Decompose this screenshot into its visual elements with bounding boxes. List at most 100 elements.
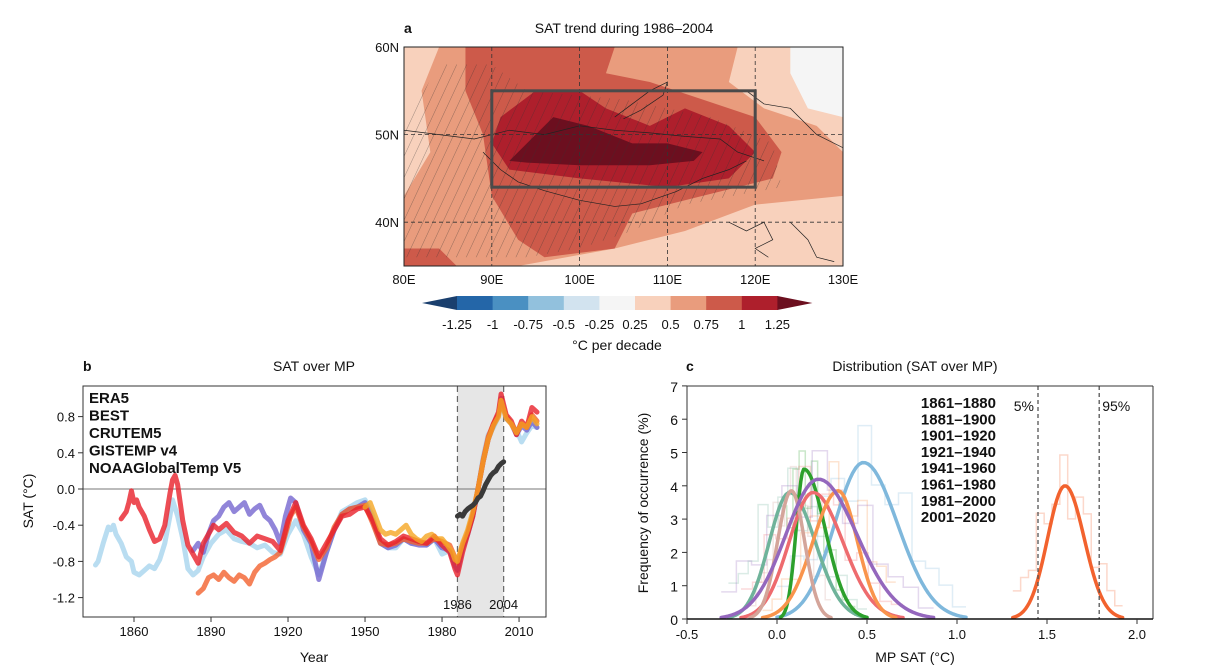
x-tick-label: 1980 bbox=[428, 624, 457, 639]
legend-entry-era5: ERA5 bbox=[89, 390, 129, 407]
distribution-curve-1981–2000 bbox=[719, 477, 936, 619]
map-y-tick-label: 60N bbox=[375, 40, 399, 55]
panel-b-ylabel: SAT (°C) bbox=[20, 474, 36, 529]
panel-c-legend: 1861–18801881–19001901–19201921–19401941… bbox=[921, 395, 996, 526]
panel-a: a SAT trend during 1986–2004 80E 90E 100E 1… bbox=[375, 20, 858, 353]
border-line bbox=[790, 221, 835, 262]
histogram-1941–1960 bbox=[762, 461, 896, 612]
distribution-curve-1961–1980 bbox=[748, 489, 833, 619]
map-x-tick-label: 120E bbox=[740, 272, 771, 287]
legend-entry-1981–2000: 1981–2000 bbox=[921, 493, 996, 510]
panel-a-letter: a bbox=[404, 20, 412, 36]
y-tick-label: 1 bbox=[670, 579, 678, 595]
colorbar-min-arrow bbox=[422, 296, 457, 310]
colorbar-tick-label: 0.25 bbox=[622, 317, 647, 332]
y-tick-label: 0 bbox=[670, 612, 678, 628]
colorbar-tick-label: 0.5 bbox=[662, 317, 680, 332]
panel-c-letter: c bbox=[686, 358, 694, 374]
colorbar-tick-label: -1.25 bbox=[442, 317, 472, 332]
map-y-ticks: 60N 50N 40N bbox=[375, 40, 399, 230]
x-tick-label: 1860 bbox=[120, 624, 149, 639]
x-tick-label: 1.0 bbox=[948, 627, 966, 642]
colorbar-tick-label: 0.75 bbox=[694, 317, 719, 332]
colorbar-bin bbox=[706, 296, 743, 310]
y-tick-label: -0.8 bbox=[53, 554, 75, 569]
y-tick-label: 4 bbox=[670, 479, 678, 495]
x-tick-label: 1.5 bbox=[1038, 627, 1056, 642]
map-x-tick-label: 110E bbox=[653, 272, 683, 287]
map-frame bbox=[403, 46, 844, 267]
distribution-curve-1941–1960 bbox=[760, 489, 898, 619]
legend-entry-1921–1940: 1921–1940 bbox=[921, 444, 996, 461]
y-tick-label: 0.0 bbox=[57, 482, 75, 497]
map-x-tick-label: 130E bbox=[828, 272, 859, 287]
legend-entry-2001–2020: 2001–2020 bbox=[921, 509, 996, 526]
y-tick-label: 0.4 bbox=[57, 446, 75, 461]
annotation-2004: 2004 bbox=[489, 597, 518, 612]
panel-b-x-ticks: 1860 1890 1920 1950 1980 2010 bbox=[120, 617, 534, 639]
colorbar-bin bbox=[670, 296, 707, 310]
colorbar-bin bbox=[528, 296, 565, 310]
colorbar: -1.25 -1 -0.75 -0.5 -0.25 0.25 0.5 0.75 1 1.25 bbox=[422, 296, 813, 332]
y-tick-label: 6 bbox=[670, 412, 678, 428]
map-y-tick-label: 50N bbox=[375, 128, 399, 143]
colorbar-label: °C per decade bbox=[572, 337, 662, 353]
x-tick-label: -0.5 bbox=[676, 627, 698, 642]
x-tick-label: 0.5 bbox=[858, 627, 876, 642]
histogram-1861–1880 bbox=[777, 424, 966, 608]
series-line-era5 bbox=[362, 397, 540, 564]
distribution-curve-2001–2020 bbox=[1011, 484, 1125, 619]
y-tick-label: 3 bbox=[670, 512, 678, 528]
colorbar-tick-label: -0.75 bbox=[513, 317, 543, 332]
colorbar-bin bbox=[599, 296, 636, 310]
trend-map bbox=[404, 47, 843, 266]
border-line bbox=[728, 221, 774, 258]
panel-b-plot-area: 1986 2004 bbox=[83, 386, 546, 617]
colorbar-max-arrow bbox=[777, 296, 813, 310]
colorbar-tick-label: -0.25 bbox=[585, 317, 615, 332]
legend-entry-gistemp-v4: GISTEMP v4 bbox=[89, 443, 178, 460]
map-y-tick-label: 40N bbox=[375, 215, 399, 230]
legend-entry-noaaglobaltemp-v5: NOAAGlobalTemp V5 bbox=[89, 460, 241, 477]
percentile-label-95pct: 95% bbox=[1102, 398, 1130, 414]
colorbar-bin bbox=[492, 296, 529, 310]
distribution-curve-1921–1940 bbox=[739, 490, 905, 619]
colorbar-tick-label: -0.5 bbox=[553, 317, 575, 332]
colorbar-tick-label: -1 bbox=[487, 317, 499, 332]
map-x-ticks: 80E 90E 100E 110E 120E 130E bbox=[392, 272, 858, 287]
significance-hatching bbox=[404, 64, 782, 258]
border-line bbox=[746, 90, 843, 149]
map-x-tick-label: 80E bbox=[392, 272, 415, 287]
map-x-tick-label: 100E bbox=[564, 272, 595, 287]
x-tick-label: 1920 bbox=[274, 624, 303, 639]
colorbar-bin bbox=[741, 296, 778, 310]
y-tick-label: 5 bbox=[670, 446, 678, 462]
panel-c-x-ticks: -0.5 0.0 0.5 1.0 1.5 2.0 bbox=[676, 619, 1146, 642]
border-line bbox=[482, 151, 747, 207]
map-x-tick-label: 90E bbox=[480, 272, 503, 287]
mongolian-plateau-box bbox=[490, 89, 757, 189]
x-tick-label: 0.0 bbox=[768, 627, 786, 642]
x-tick-label: 1950 bbox=[351, 624, 380, 639]
panel-a-title: SAT trend during 1986–2004 bbox=[535, 20, 714, 36]
distribution-curve-1861–1880 bbox=[775, 460, 968, 619]
x-tick-label: 1890 bbox=[197, 624, 226, 639]
contour-near-zero bbox=[790, 47, 843, 118]
histogram-2001–2020 bbox=[1012, 454, 1123, 607]
histogram-1981–2000 bbox=[721, 450, 934, 609]
legend-entry-crutem5: CRUTEM5 bbox=[89, 425, 162, 442]
percentile-label-5pct: 5% bbox=[1014, 398, 1034, 414]
y-tick-label: 0.8 bbox=[57, 410, 75, 425]
distribution-curve-1901–1920 bbox=[778, 467, 869, 619]
panel-c-plot-area: 5% 95% bbox=[719, 386, 1130, 619]
colorbar-tick-label: 1.25 bbox=[765, 317, 790, 332]
panel-b-frame bbox=[82, 385, 547, 618]
x-tick-label: 2.0 bbox=[1128, 627, 1146, 642]
border-line bbox=[404, 125, 765, 162]
panel-c-xlabel: MP SAT (°C) bbox=[875, 649, 955, 665]
legend-entry-1881–1900: 1881–1900 bbox=[921, 411, 996, 428]
panel-b-y-ticks: 0.8 0.4 0.0 -0.4 -0.8 -1.2 bbox=[53, 410, 83, 606]
panel-c-y-ticks: 0 1 2 3 4 5 6 7 bbox=[670, 379, 687, 628]
